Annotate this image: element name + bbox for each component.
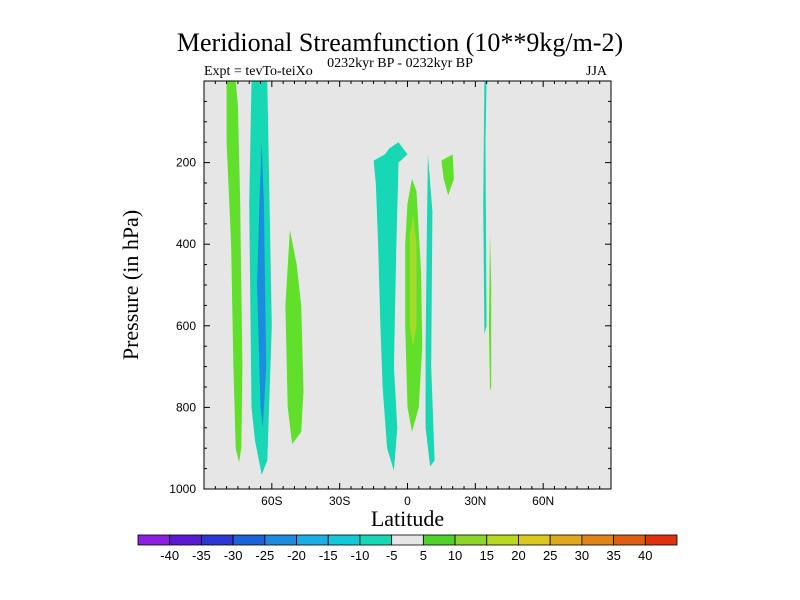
colorbar-box [296, 534, 329, 546]
contour-region-2 [257, 142, 267, 428]
x-tick-label: 60S [261, 494, 282, 508]
colorbar-box [644, 534, 678, 546]
x-axis-label: Latitude [371, 506, 444, 531]
colorbar-label: 20 [511, 548, 525, 563]
chart-title: Meridional Streamfunction (10**9kg/m-2) [176, 28, 624, 57]
colorbar-box [549, 534, 583, 546]
colorbar-box [169, 534, 202, 546]
colorbar-label: 30 [575, 548, 589, 563]
y-tick-label: 200 [176, 156, 196, 170]
y-tick-label: 800 [176, 400, 196, 414]
colorbar-box [359, 534, 393, 546]
colorbar-label: -20 [287, 548, 306, 563]
colorbar-label: 5 [420, 548, 427, 563]
contour-region-8 [441, 154, 454, 196]
colorbar-box [486, 534, 519, 546]
colorbar-label: -30 [224, 548, 243, 563]
y-tick-label: 1000 [169, 482, 196, 496]
contour-region-4 [373, 142, 408, 471]
contour-region-10 [488, 234, 492, 392]
x-tick-label: 30S [329, 494, 350, 508]
contour-region-0 [226, 81, 243, 463]
experiment-label: Expt = tevTo-teiXo [204, 64, 313, 79]
colorbar-label: -10 [351, 548, 370, 563]
colorbar-label: 15 [480, 548, 494, 563]
colorbar-box [518, 534, 551, 546]
season-label: JJA [586, 64, 608, 79]
colorbar-box [264, 534, 297, 546]
contour-region-7 [425, 154, 435, 467]
x-tick-label: 30N [464, 494, 486, 508]
contour-region-9 [483, 81, 487, 334]
colorbar-label: 40 [638, 548, 652, 563]
colorbar-box [422, 534, 456, 546]
y-tick-label: 400 [176, 237, 196, 251]
colorbar-box [201, 534, 234, 546]
colorbar-box [232, 534, 266, 546]
colorbar-label: -40 [160, 548, 179, 563]
period-label: 0232kyr BP - 0232kyr BP [327, 56, 473, 71]
colorbar-box [581, 534, 614, 546]
colorbar-box [454, 534, 488, 546]
colorbar-box [327, 534, 361, 546]
y-axis-label: Pressure (in hPa) [118, 210, 143, 360]
y-tick-label: 600 [176, 319, 196, 333]
colorbar-label: -35 [192, 548, 211, 563]
colorbar-label: 25 [543, 548, 557, 563]
contour-region-6 [409, 215, 417, 347]
colorbar-box [391, 534, 424, 546]
colorbar-label: -5 [386, 548, 398, 563]
colorbar-box [613, 534, 646, 546]
x-tick-label: 0 [404, 494, 411, 508]
colorbar-box [137, 534, 171, 546]
colorbar-label: 10 [448, 548, 462, 563]
x-tick-label: 60N [532, 494, 554, 508]
colorbar-label: -25 [255, 548, 274, 563]
colorbar-label: -15 [319, 548, 338, 563]
colorbar-label: 35 [606, 548, 620, 563]
contour-region-3 [285, 229, 304, 445]
